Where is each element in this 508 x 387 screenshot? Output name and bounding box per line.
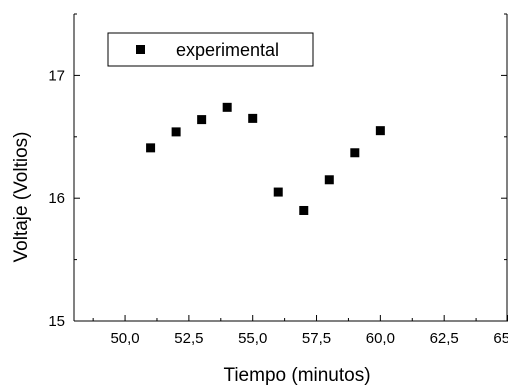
y-axis: 15 16 17 <box>48 13 507 330</box>
data-point <box>350 148 360 158</box>
x-tick-label: 52,5 <box>174 330 203 347</box>
y-axis-title: Voltaje (Voltios) <box>11 132 32 263</box>
data-point <box>299 205 309 215</box>
x-axis-title: Tiempo (minutos) <box>223 365 370 386</box>
y-tick-label: 15 <box>48 313 65 330</box>
x-axis: 50,0 52,5 55,0 57,5 60,0 62,5 65,0 <box>92 315 508 347</box>
data-points <box>146 102 385 215</box>
x-tick-label: 57,5 <box>302 330 331 347</box>
x-tick-label: 65,0 <box>493 330 508 347</box>
legend-marker <box>136 45 145 54</box>
x-tick-label: 60,0 <box>366 330 395 347</box>
y-tick-label: 16 <box>48 190 65 207</box>
x-tick-label: 55,0 <box>238 330 267 347</box>
x-tick-label: 62,5 <box>430 330 459 347</box>
data-point <box>146 143 156 153</box>
data-point <box>375 126 385 136</box>
data-point <box>222 102 232 112</box>
legend: experimental <box>107 32 314 67</box>
data-point <box>248 113 258 123</box>
plot-frame <box>73 14 508 322</box>
data-point <box>273 187 283 197</box>
data-point <box>197 115 207 125</box>
x-tick-label: 50,0 <box>110 330 139 347</box>
data-point <box>171 127 181 137</box>
legend-label: experimental <box>176 40 279 60</box>
data-point <box>324 175 334 185</box>
y-tick-label: 17 <box>48 67 65 84</box>
